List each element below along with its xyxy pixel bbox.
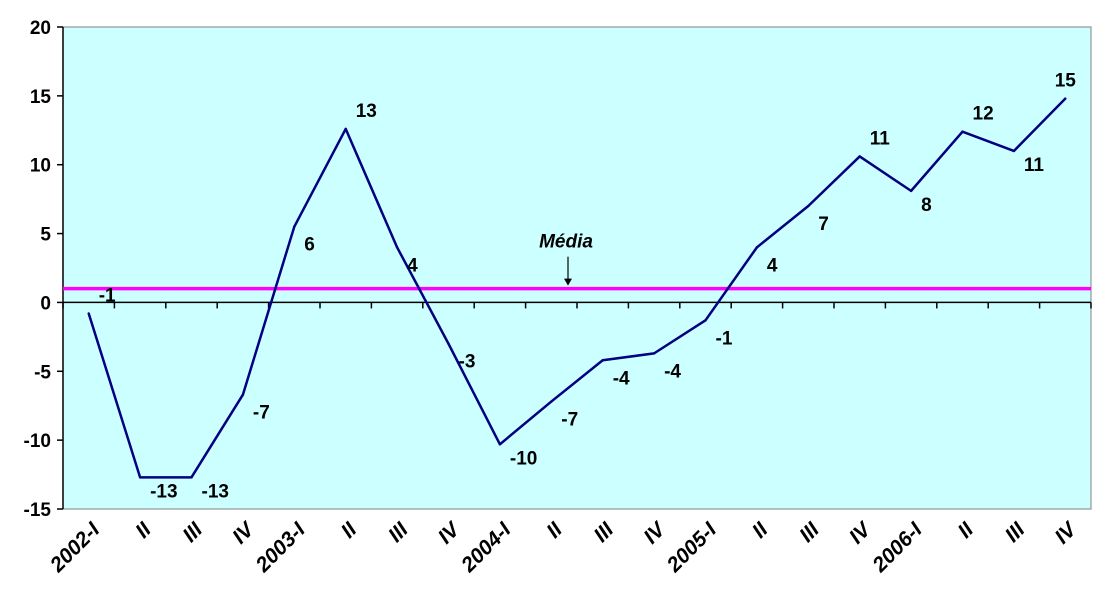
y-tick-label: 20 — [30, 18, 51, 39]
plot-area — [62, 26, 1092, 510]
data-point — [87, 312, 90, 315]
data-point — [395, 246, 399, 249]
data-label: -1 — [99, 285, 116, 306]
x-tick-label: II — [542, 517, 567, 542]
data-point — [447, 342, 450, 345]
y-tick-label: 10 — [30, 156, 51, 177]
data-label: -4 — [613, 368, 630, 389]
data-label: -3 — [459, 352, 476, 373]
data-point — [601, 359, 604, 362]
x-tick-label: IV — [228, 517, 260, 549]
y-tick-label: -5 — [34, 362, 51, 383]
x-tick-label: 2005-I — [662, 517, 722, 577]
data-point — [858, 155, 861, 158]
data-point — [293, 225, 296, 228]
data-label: -13 — [150, 481, 177, 502]
data-label: 7 — [818, 214, 829, 235]
x-tick-label: 2004-I — [456, 517, 516, 577]
x-tick-label: III — [795, 517, 824, 546]
data-point — [961, 130, 964, 133]
x-tick-label: IV — [639, 517, 671, 549]
data-point — [807, 204, 810, 208]
x-tick-label: IV — [845, 517, 877, 549]
x-tick-label: II — [748, 517, 773, 542]
x-tick-label: IV — [434, 517, 466, 549]
data-label: 4 — [767, 255, 778, 276]
x-tick-label: II — [337, 517, 362, 542]
x-tick-label: III — [384, 517, 413, 546]
data-point — [652, 352, 656, 355]
y-tick-label: -15 — [24, 500, 52, 521]
data-label: 11 — [1024, 155, 1045, 176]
x-tick-label: III — [590, 517, 619, 546]
data-label: -13 — [202, 481, 229, 502]
data-label: 13 — [356, 101, 377, 122]
data-point — [190, 476, 193, 479]
x-tick-label: 2006-I — [868, 517, 928, 577]
data-label: -4 — [664, 361, 681, 382]
data-label: 4 — [407, 255, 418, 276]
data-point — [704, 319, 707, 322]
series-polyline — [87, 97, 1067, 479]
series-line — [87, 97, 1067, 479]
data-label: 8 — [921, 195, 932, 216]
data-label: 11 — [870, 128, 891, 149]
media-arrowhead — [564, 278, 572, 286]
y-tick-label: -10 — [24, 431, 51, 452]
data-point — [1064, 97, 1067, 100]
data-point — [1012, 149, 1016, 153]
x-tick-label: II — [954, 517, 979, 542]
reference-line: Média — [63, 232, 1091, 291]
data-point — [909, 189, 913, 193]
x-tick-label: 2002-I — [45, 517, 105, 577]
y-tick-label: 0 — [40, 293, 51, 314]
x-tick-label: II — [131, 517, 156, 542]
data-point — [755, 246, 759, 249]
data-point — [138, 476, 142, 479]
y-tick-label: 5 — [40, 225, 51, 246]
data-label: -7 — [253, 403, 270, 424]
data-point — [498, 443, 502, 446]
y-axis: -15 -10 -5 0 5 10 15 20 — [24, 18, 64, 521]
data-label: -10 — [510, 448, 537, 469]
data-label: -7 — [561, 410, 578, 431]
data-point — [241, 393, 245, 396]
data-label: 15 — [1055, 71, 1077, 92]
data-point — [550, 400, 553, 403]
data-label: 6 — [304, 235, 315, 256]
data-label: -1 — [716, 328, 733, 349]
data-point — [344, 127, 347, 131]
x-tick-label: IV — [1051, 517, 1083, 549]
x-tick-label: 2003-I — [251, 517, 311, 577]
x-tick-label: III — [1001, 517, 1030, 546]
media-label: Média — [539, 232, 593, 253]
x-tick-label: III — [178, 517, 207, 546]
y-tick-label: 15 — [30, 87, 52, 108]
data-label: 12 — [973, 104, 994, 125]
data-labels: -1 -13 -13 -7 6 13 4 -3 -10 -7 -4 -4 -1 4 7 11 8 12 11 15 — [99, 71, 1077, 503]
